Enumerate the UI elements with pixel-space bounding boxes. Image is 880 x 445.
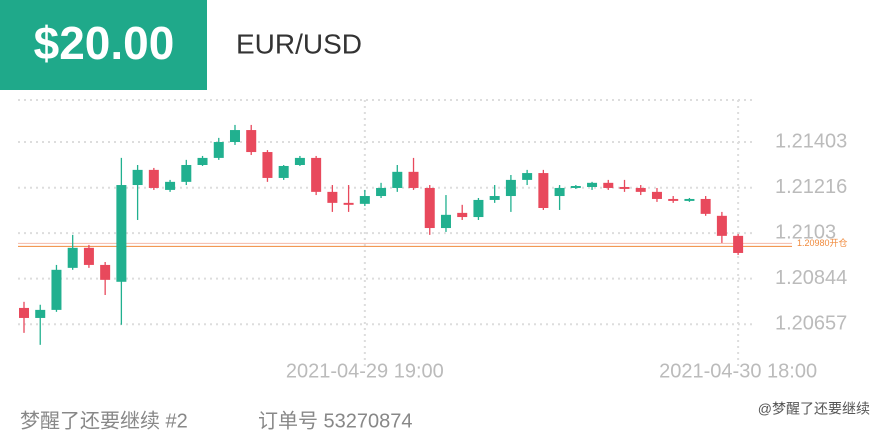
candle-body (343, 202, 354, 205)
candle-body (35, 309, 46, 318)
candle-body (440, 214, 451, 229)
candle-body (19, 307, 29, 318)
candle-body (619, 186, 630, 189)
candle-body (278, 165, 289, 178)
candle-body (408, 171, 419, 188)
candle-body (733, 235, 744, 253)
candle-body (570, 186, 581, 188)
candle-body (424, 187, 435, 229)
candle-body (473, 199, 484, 218)
candle-body (376, 187, 387, 197)
candle-body (522, 173, 533, 180)
candle-body (51, 269, 62, 310)
candle-body (635, 187, 646, 192)
candle-body (262, 152, 273, 178)
candle-body (229, 130, 240, 143)
y-tick-label: 1.21216 (775, 176, 847, 198)
candle-body (700, 198, 711, 214)
candle-body (505, 179, 516, 197)
footer-order: 订单号 53270874 (258, 409, 413, 432)
badge: $20.00 (34, 17, 175, 69)
candle-body (311, 157, 322, 192)
candle-body (489, 196, 500, 200)
y-tick-label: 1.20844 (775, 267, 847, 289)
badge-box (0, 0, 207, 90)
x-tick-label: 2021-04-29 19:00 (286, 360, 444, 382)
candle-body (716, 215, 727, 236)
y-tick-label: 1.20657 (775, 313, 847, 335)
candle-body (165, 181, 176, 190)
candle-body (327, 191, 338, 203)
candle-body (294, 157, 305, 165)
candle-body (116, 185, 127, 282)
chart-title: EUR/USD (236, 28, 362, 59)
candle-body (684, 198, 695, 201)
candle-body (132, 169, 143, 186)
candle-body (213, 142, 224, 158)
watermark: @梦醒了还要继续 (758, 401, 870, 417)
candle-body (100, 264, 111, 280)
candle-body (83, 247, 94, 265)
candle-body (359, 196, 370, 204)
candle-body (587, 182, 598, 187)
position-label: 1.20980开仓 (797, 237, 848, 248)
y-tick-label: 1.21403 (775, 130, 847, 152)
candle-body (392, 171, 403, 188)
footer-user: 梦醒了还要继续 #2 (20, 409, 188, 432)
candle-body (246, 130, 257, 153)
candle-body (197, 157, 208, 165)
candle-body (148, 169, 159, 188)
candle-body (603, 182, 614, 188)
x-tick-label: 2021-04-30 18:00 (659, 360, 817, 382)
candle-body (554, 187, 565, 197)
candle-body (181, 164, 192, 182)
candle-body (668, 198, 679, 201)
y-tick-label: 1.2103 (775, 221, 836, 243)
candle-body (538, 173, 549, 208)
candle-body (67, 247, 78, 268)
candle-body (651, 191, 662, 199)
candle-body (457, 212, 468, 218)
